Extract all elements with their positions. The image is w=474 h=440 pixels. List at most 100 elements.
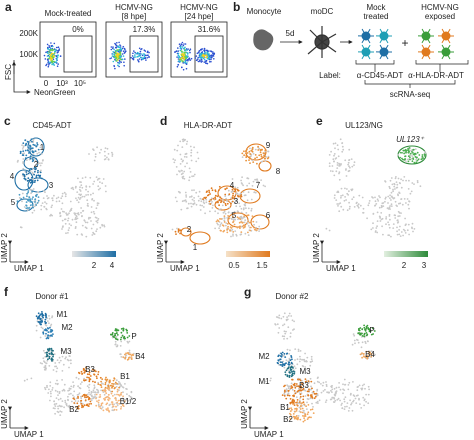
cell-point	[290, 382, 293, 385]
cell-point	[398, 212, 401, 214]
cell-point	[79, 387, 82, 390]
cell-point	[262, 184, 265, 187]
cell-point	[349, 166, 351, 169]
cell-point	[399, 151, 402, 154]
cell-process	[445, 35, 451, 44]
cell-point	[385, 196, 387, 199]
cell-point	[96, 179, 99, 181]
cell-process	[421, 28, 427, 37]
cell-point	[116, 54, 118, 56]
monocyte-cell	[253, 29, 274, 51]
cell-point	[46, 336, 49, 339]
cell-point	[35, 145, 38, 148]
cell-point	[96, 219, 99, 222]
cell-point	[70, 224, 72, 227]
cell-point	[347, 388, 350, 391]
cell-point	[51, 204, 53, 207]
cell-point	[186, 55, 189, 57]
cell-point	[71, 186, 74, 189]
cell-point	[52, 369, 55, 371]
cell-point	[58, 392, 61, 395]
cell-point	[355, 402, 358, 404]
cell-point	[338, 163, 341, 166]
cell-point	[302, 415, 304, 417]
cell-point	[186, 58, 189, 61]
cell-point	[338, 203, 340, 205]
cell-point	[52, 355, 54, 358]
cell-point	[213, 58, 215, 60]
cell-point	[284, 373, 287, 376]
cell-point	[51, 199, 54, 202]
cell-point	[146, 57, 148, 59]
cell-point	[403, 198, 406, 200]
cell-point	[118, 402, 121, 405]
cell-point	[112, 379, 115, 382]
cell-point	[118, 48, 121, 51]
cell-point	[381, 217, 384, 220]
cell-point	[183, 58, 185, 60]
cell-point	[227, 215, 230, 217]
cell-point	[288, 371, 291, 374]
cell-point	[184, 51, 187, 54]
cell-point	[68, 366, 70, 369]
cell-point	[186, 49, 188, 51]
cell-point	[251, 159, 254, 162]
cell-point	[216, 195, 219, 198]
cell-point	[88, 373, 91, 376]
cell-point	[301, 407, 304, 410]
cell-point	[243, 221, 246, 224]
cell-point	[110, 46, 113, 48]
cell-point	[45, 51, 47, 54]
cell-point	[380, 204, 383, 207]
cell-point	[49, 62, 52, 64]
cell-point	[130, 390, 133, 393]
cell-point	[219, 229, 222, 232]
cell-point	[357, 341, 360, 344]
cell-point	[205, 191, 208, 194]
cell-point	[85, 366, 87, 369]
cell-point	[107, 409, 109, 411]
cell-point	[132, 58, 135, 61]
cell-point	[290, 361, 293, 364]
cell-point	[65, 212, 67, 215]
cell-point	[53, 60, 55, 63]
cell-point	[297, 350, 300, 352]
cell-point	[81, 195, 84, 198]
cell-point	[88, 153, 90, 155]
cluster-label: 1	[40, 143, 45, 152]
cell-point	[115, 338, 118, 340]
cell-point	[49, 49, 52, 52]
cell-point	[360, 407, 363, 409]
cell-point	[329, 170, 332, 172]
cell-point	[247, 191, 250, 194]
cell-point	[382, 205, 385, 208]
cluster-contour	[27, 137, 45, 157]
cell-point	[57, 63, 59, 65]
cell-point	[50, 59, 52, 61]
cell-point	[45, 316, 47, 319]
cell-point	[131, 353, 134, 356]
condition-label: exposed	[425, 12, 455, 21]
cell-point	[225, 222, 228, 225]
cell-point	[238, 217, 240, 220]
cell-point	[67, 229, 70, 232]
cell-point	[60, 208, 63, 210]
cell-point	[368, 388, 370, 391]
cell-point	[47, 52, 49, 55]
cell-point	[239, 227, 241, 230]
cell-point	[118, 53, 120, 56]
cell-point	[41, 162, 43, 165]
cluster-label: B3	[85, 365, 95, 374]
cell-point	[38, 151, 40, 154]
cell-point	[193, 173, 196, 176]
cell-point	[128, 356, 131, 359]
cell-point	[240, 192, 242, 195]
cell-point	[88, 383, 91, 386]
y-tick-label: 200K	[19, 29, 38, 38]
cell-point	[368, 202, 370, 205]
cell-point	[37, 162, 40, 165]
cell-point	[48, 317, 51, 320]
cell-point	[51, 387, 54, 389]
cell-point	[109, 57, 111, 60]
cell-point	[181, 66, 183, 69]
